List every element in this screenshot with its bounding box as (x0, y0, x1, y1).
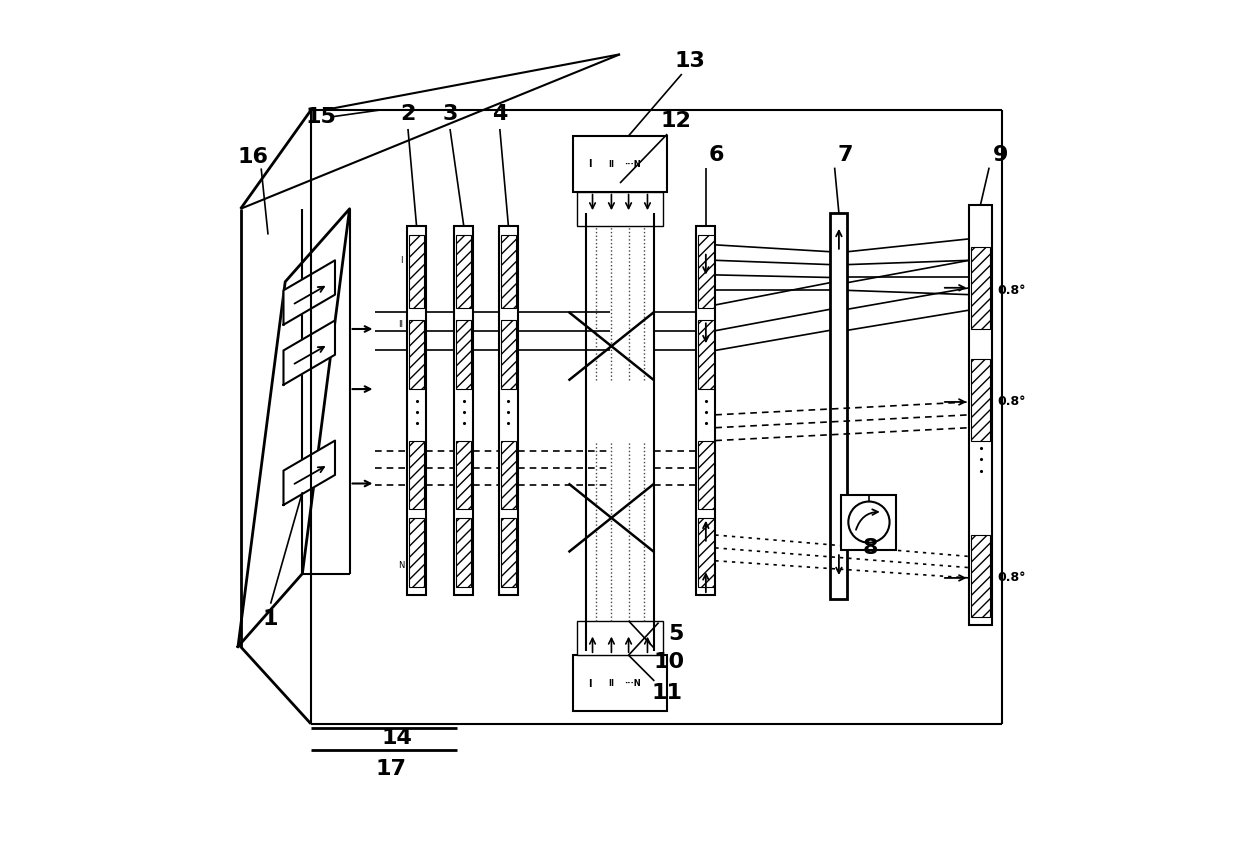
Bar (698, 234, 713, 308)
Bar (697, 226, 715, 595)
Text: I: I (399, 256, 402, 264)
Bar (831, 213, 847, 600)
Text: I: I (588, 159, 591, 169)
Text: II: II (398, 321, 403, 329)
Text: I: I (588, 678, 591, 689)
Circle shape (848, 501, 889, 543)
Text: ···N: ···N (625, 160, 641, 168)
Text: 4: 4 (492, 105, 507, 124)
Bar (456, 234, 471, 308)
Text: 0.8°: 0.8° (998, 396, 1027, 409)
Polygon shape (284, 441, 335, 505)
Polygon shape (238, 209, 350, 646)
Text: 7: 7 (837, 145, 853, 165)
Text: II: II (609, 160, 614, 168)
Text: 17: 17 (376, 759, 407, 779)
Text: 13: 13 (675, 51, 706, 71)
Bar (454, 226, 474, 595)
Bar (573, 136, 667, 192)
Bar (501, 321, 516, 389)
Text: 2: 2 (401, 105, 415, 124)
Bar (409, 234, 424, 308)
Bar (842, 495, 897, 550)
Bar (409, 518, 424, 587)
Bar (970, 205, 992, 626)
Bar (698, 518, 713, 587)
Text: 15: 15 (306, 107, 337, 127)
Text: 11: 11 (652, 683, 683, 703)
Bar (971, 247, 990, 329)
Bar (498, 226, 518, 595)
Text: 16: 16 (237, 147, 268, 168)
Bar (409, 321, 424, 389)
Text: 0.8°: 0.8° (998, 571, 1027, 584)
Text: 8: 8 (863, 538, 878, 558)
Text: 1: 1 (263, 609, 278, 629)
Bar (501, 518, 516, 587)
Bar (456, 321, 471, 389)
Bar (409, 441, 424, 509)
Bar (501, 441, 516, 509)
Bar (971, 359, 990, 441)
Bar (698, 321, 713, 389)
Bar (577, 192, 663, 226)
Bar (573, 655, 667, 711)
Text: 9: 9 (992, 145, 1008, 165)
Bar (456, 518, 471, 587)
Text: ···N: ···N (625, 679, 641, 688)
Text: 6: 6 (708, 145, 724, 165)
Polygon shape (284, 260, 335, 325)
Text: 14: 14 (382, 728, 412, 748)
Text: N: N (398, 561, 404, 569)
Bar (407, 226, 427, 595)
Polygon shape (284, 321, 335, 384)
Bar (971, 535, 990, 617)
Bar (577, 621, 663, 655)
Text: 3: 3 (443, 105, 458, 124)
Bar (501, 234, 516, 308)
Text: 12: 12 (661, 111, 691, 131)
Text: 0.8°: 0.8° (998, 284, 1027, 297)
Text: 10: 10 (653, 652, 684, 672)
Text: II: II (609, 679, 614, 688)
Bar (456, 441, 471, 509)
Bar (698, 441, 713, 509)
Text: 5: 5 (668, 624, 683, 644)
